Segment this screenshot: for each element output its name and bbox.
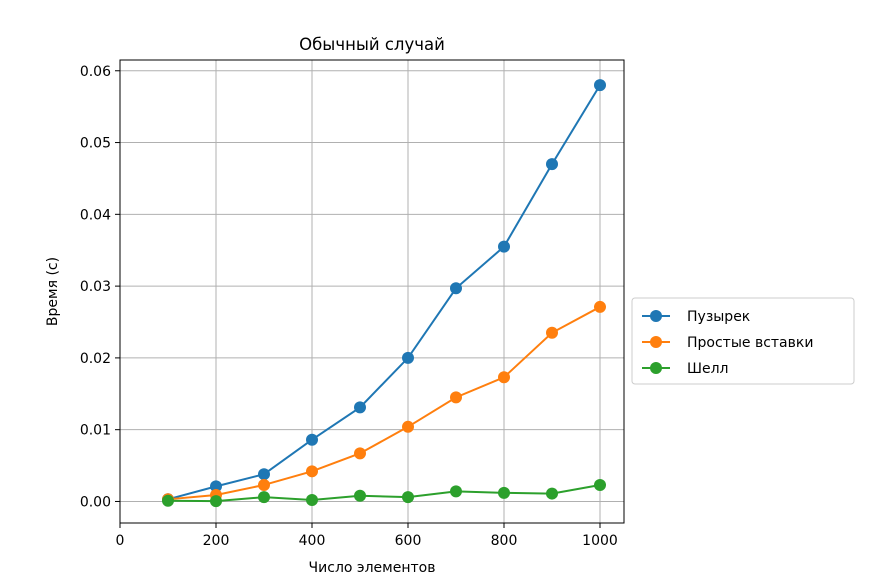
- x-axis-label: Число элементов: [309, 560, 436, 576]
- data-point: [498, 371, 510, 384]
- data-point: [210, 480, 222, 493]
- plot-frame: [119, 59, 625, 524]
- data-point: [402, 491, 414, 504]
- data-point: [162, 494, 174, 507]
- data-point: [546, 158, 558, 171]
- series-layer: [162, 79, 606, 508]
- y-tick-label: 0.03: [80, 279, 111, 295]
- y-tick-label: 0.04: [80, 207, 111, 223]
- x-tick-label: 600: [395, 533, 422, 549]
- series-1: [162, 79, 606, 506]
- y-tick-label: 0.00: [80, 494, 111, 510]
- legend-item: Простые вставки: [642, 335, 813, 351]
- x-tick-label: 400: [299, 533, 326, 549]
- chart-title: Обычный случай: [299, 35, 445, 54]
- data-point: [258, 468, 270, 481]
- series-3: [162, 478, 606, 508]
- x-tick-label: 0: [116, 533, 125, 549]
- y-tick-label: 0.05: [80, 136, 111, 152]
- series-2: [162, 300, 606, 506]
- data-point: [210, 495, 222, 508]
- y-tick-label: 0.01: [80, 423, 111, 439]
- legend-label: Простые вставки: [687, 335, 813, 351]
- x-tick-label: 1000: [582, 533, 618, 549]
- legend-marker: [650, 336, 662, 348]
- data-point: [594, 478, 606, 491]
- data-point: [546, 326, 558, 339]
- data-point: [258, 491, 270, 504]
- data-point: [258, 478, 270, 491]
- data-point: [306, 465, 318, 478]
- x-tick-label: 200: [203, 533, 230, 549]
- y-tick-label: 0.02: [80, 351, 111, 367]
- data-point: [450, 391, 462, 404]
- legend-label: Пузырек: [687, 309, 750, 325]
- legend-box: [631, 297, 855, 385]
- grid: [119, 60, 624, 523]
- y-axis-label: Время (с): [45, 257, 61, 326]
- legend-marker: [650, 310, 662, 322]
- data-point: [354, 401, 366, 414]
- data-point: [594, 300, 606, 313]
- data-point: [306, 433, 318, 446]
- legend-marker: [650, 362, 662, 374]
- series-line: [167, 483, 601, 503]
- data-point: [450, 485, 462, 498]
- series-line: [167, 306, 601, 501]
- data-point: [594, 79, 606, 92]
- legend-label: Шелл: [687, 361, 728, 377]
- data-point: [354, 489, 366, 502]
- data-point: [498, 240, 510, 253]
- data-point: [402, 351, 414, 364]
- legend-item: Пузырек: [642, 309, 750, 325]
- data-point: [354, 447, 366, 460]
- legend: Пузырек Простые вставки Шелл: [631, 297, 855, 385]
- series-line: [167, 84, 601, 501]
- data-point: [498, 486, 510, 499]
- data-point: [450, 282, 462, 295]
- legend-item: Шелл: [642, 361, 728, 377]
- y-tick-label: 0.06: [80, 64, 111, 80]
- axes: 0 200 400 600 800 1000 0.00 0.01 0.02 0.03 0.04 0.0…: [80, 59, 625, 549]
- data-point: [306, 494, 318, 507]
- x-tick-label: 800: [491, 533, 518, 549]
- data-point: [546, 487, 558, 500]
- data-point: [402, 420, 414, 433]
